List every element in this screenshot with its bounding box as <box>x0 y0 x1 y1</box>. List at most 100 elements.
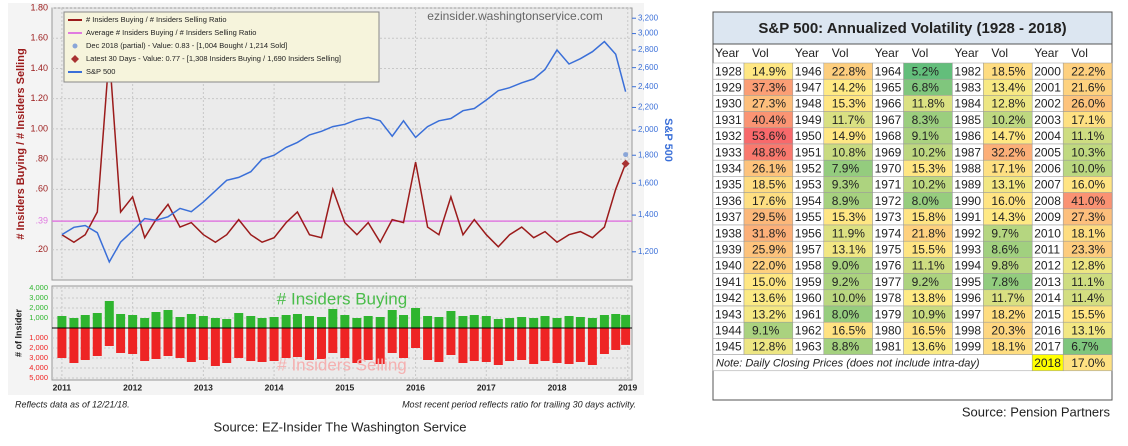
x-tick-label: 2016 <box>406 382 425 392</box>
year-cell: 1937 <box>715 210 742 224</box>
vol-cell: 17.1% <box>991 161 1025 175</box>
bar <box>140 328 150 361</box>
vol-cell: 8.9% <box>832 194 860 208</box>
bar <box>198 316 208 328</box>
vol-cell: 6.8% <box>912 80 940 94</box>
legend-swatch <box>71 55 79 63</box>
year-cell: 1943 <box>715 307 742 321</box>
header-cell: Year <box>715 46 739 60</box>
vol-cell: 16.0% <box>1071 178 1105 192</box>
vol-cell: 23.3% <box>1071 242 1105 256</box>
series-line <box>61 40 627 264</box>
vol-cell: 10.0% <box>832 291 866 305</box>
vol-cell: 15.8% <box>912 210 946 224</box>
vol-cell: 15.5% <box>1071 307 1105 321</box>
bar <box>599 315 609 328</box>
bar <box>540 316 550 328</box>
vol-cell: 27.3% <box>1071 210 1105 224</box>
cell-bg <box>1062 354 1113 372</box>
vol-cell: 22.0% <box>752 259 786 273</box>
year-cell: 1983 <box>954 80 981 94</box>
bar <box>529 328 539 364</box>
header-cell: Year <box>954 46 978 60</box>
y-tick-label: .20 <box>35 244 48 254</box>
marker <box>623 152 629 158</box>
vol-cell: 18.2% <box>991 307 1025 321</box>
year-cell: 1955 <box>795 210 822 224</box>
vol-cell: 10.0% <box>1071 161 1105 175</box>
year-cell: 1971 <box>875 178 902 192</box>
bar <box>575 317 585 328</box>
vol-cell: 9.7% <box>991 226 1019 240</box>
bar <box>316 328 326 359</box>
year-cell: 1970 <box>875 161 902 175</box>
vol-cell: 21.6% <box>1071 80 1105 94</box>
year-cell: 1940 <box>715 259 742 273</box>
year-cell: 2007 <box>1034 178 1061 192</box>
year-cell: 2012 <box>1034 259 1061 273</box>
year-cell: 1961 <box>795 307 822 321</box>
bar <box>128 328 138 354</box>
bar <box>222 319 232 328</box>
year-cell: 1978 <box>875 291 902 305</box>
bar <box>328 328 338 353</box>
bar <box>186 328 196 362</box>
vol-cell: 31.8% <box>752 226 786 240</box>
year-cell: 1964 <box>875 64 902 78</box>
vol-cell: 13.1% <box>1071 323 1105 337</box>
vol-cell: 40.4% <box>752 113 786 127</box>
vol-cell: 9.1% <box>912 129 940 143</box>
vol-cell: 14.9% <box>832 129 866 143</box>
year-cell: 1949 <box>795 113 822 127</box>
year-cell: 1931 <box>715 113 742 127</box>
year-cell: 1984 <box>954 97 981 111</box>
bar <box>163 328 173 356</box>
year-cell: 1990 <box>954 194 981 208</box>
bar <box>222 328 232 363</box>
series-label: # Insiders Selling <box>277 355 406 374</box>
year-cell: 1976 <box>875 259 902 273</box>
bar <box>540 328 550 361</box>
bar <box>363 316 373 328</box>
header-cell: Year <box>795 46 819 60</box>
vol-cell: 7.9% <box>832 161 860 175</box>
bar <box>411 308 421 328</box>
year-cell: 1933 <box>715 145 742 159</box>
vol-cell: 37.3% <box>752 80 786 94</box>
year-cell: 1993 <box>954 242 981 256</box>
y2-tick-label: 3,200 <box>638 13 659 22</box>
year-cell: 1945 <box>715 340 742 354</box>
vol-cell: 9.2% <box>912 275 940 289</box>
y-tick-label: .39 <box>35 215 48 225</box>
legend-label: S&P 500 <box>86 67 115 76</box>
vol-cell: 32.2% <box>991 145 1025 159</box>
note: Note: Daily Closing Prices (does not inc… <box>716 358 980 370</box>
year-cell: 1954 <box>795 194 822 208</box>
y-tick-label: 3,000 <box>29 353 48 362</box>
year-cell: 1944 <box>715 323 742 337</box>
vol-cell: 18.5% <box>991 64 1025 78</box>
vol-cell: 41.0% <box>1071 194 1105 208</box>
year-cell: 1929 <box>715 80 742 94</box>
bar <box>517 317 527 328</box>
vol-cell: 11.1% <box>912 259 945 273</box>
bar <box>375 317 385 328</box>
bar <box>210 328 220 366</box>
y2-tick-label: 2,000 <box>638 125 659 134</box>
y2-tick-label: 2,800 <box>638 45 659 54</box>
header-cell: Year <box>1034 46 1058 60</box>
vol-cell: 22.8% <box>832 64 866 78</box>
bar <box>621 314 631 328</box>
bar <box>69 318 79 328</box>
vol-cell: 15.3% <box>912 161 946 175</box>
bar <box>269 317 279 328</box>
vol-cell: 14.3% <box>991 210 1025 224</box>
bar <box>564 316 574 328</box>
y-axis-label: # Insiders Buying / # Insiders Selling <box>15 48 27 239</box>
year-cell: 1987 <box>954 145 981 159</box>
year-cell: 2014 <box>1034 291 1061 305</box>
vol-cell: 9.0% <box>832 259 860 273</box>
vol-cell: 11.7% <box>991 291 1024 305</box>
vol-cell: 9.8% <box>991 259 1019 273</box>
